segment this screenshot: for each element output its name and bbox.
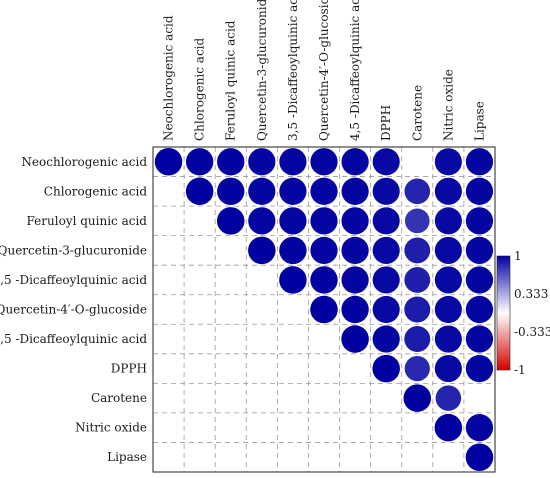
correlation-circle — [372, 148, 400, 176]
column-label: 4,5 -Dicaffeoylquinic acid — [348, 0, 362, 141]
correlation-circle — [310, 266, 338, 294]
row-label: Nitric oxide — [75, 421, 147, 435]
correlation-circle — [372, 177, 400, 205]
correlation-circle — [310, 148, 338, 176]
correlation-circle — [465, 295, 494, 324]
correlation-circle — [434, 148, 462, 176]
correlation-circle — [217, 177, 245, 206]
correlation-circle — [248, 177, 276, 205]
correlation-circle — [465, 236, 494, 265]
correlation-circle — [404, 267, 431, 293]
colorbar: 1 0.333 -0.333 -1 — [496, 249, 550, 377]
colorbar-gradient — [496, 255, 511, 371]
correlation-circle — [434, 177, 462, 205]
colorbar-tick-label: -1 — [514, 363, 526, 377]
colorbar-tick-label: -0.333 — [514, 325, 550, 339]
correlation-circle — [216, 207, 245, 235]
column-label: Quercetin-3-glucuronide — [255, 0, 269, 141]
correlation-circle — [435, 385, 462, 411]
row-labels: Neochlorogenic acid Chlorogenic acid Ferul… — [0, 155, 147, 464]
correlation-circle — [372, 266, 400, 294]
correlation-circle — [248, 148, 276, 176]
correlation-circle — [465, 148, 494, 176]
row-label: Quercetin-3-glucuronide — [0, 243, 147, 257]
plot-border — [152, 146, 496, 473]
correlation-circle — [372, 236, 400, 264]
correlation-circle — [279, 236, 307, 265]
column-label: Feruloyl quinic acid — [224, 20, 238, 141]
column-label: DPPH — [379, 105, 393, 141]
correlation-circle — [279, 148, 307, 176]
correlation-circle — [465, 177, 494, 205]
column-label: Chlorogenic acid — [193, 37, 207, 141]
correlation-circles — [154, 148, 494, 471]
correlation-circle — [434, 295, 462, 324]
correlation-circle — [310, 236, 338, 265]
correlation-circle — [372, 325, 400, 353]
correlation-circle — [434, 325, 462, 353]
row-label: Neochlorogenic acid — [21, 155, 147, 169]
correlation-circle — [341, 266, 369, 294]
row-label: Quercetin-4′-O-glucoside — [0, 303, 147, 317]
colorbar-tick-label: 1 — [514, 249, 522, 263]
correlation-circle — [465, 266, 494, 294]
correlation-circle — [341, 148, 369, 176]
column-label: Carotene — [410, 85, 424, 141]
correlation-circle — [341, 207, 369, 235]
correlation-circle — [279, 266, 307, 294]
row-label: Lipase — [107, 450, 147, 464]
colorbar-ticks: 1 0.333 -0.333 -1 — [514, 249, 550, 377]
correlation-circle — [404, 326, 431, 353]
correlation-circle — [372, 207, 400, 235]
correlation-circle — [248, 236, 276, 265]
row-label: 3,5 -Dicaffeoylquinic acid — [0, 273, 147, 287]
correlation-circle — [310, 177, 338, 205]
correlation-circle — [434, 355, 462, 383]
column-labels: Neochlorogenic acid Chlorogenic acid Ferul… — [162, 0, 487, 141]
correlation-circle — [465, 207, 494, 235]
row-label: Feruloyl quinic acid — [27, 214, 148, 228]
column-label: 3,5 -Dicaffeoylquinic acid — [286, 0, 300, 141]
correlation-circle — [404, 355, 430, 382]
column-label: Quercetin-4′-O-glucoside — [317, 0, 331, 141]
correlation-circle — [185, 148, 214, 176]
correlation-circle — [434, 266, 462, 294]
correlation-circle — [217, 148, 245, 176]
correlation-circle — [465, 414, 494, 442]
correlation-circle — [341, 177, 369, 205]
grid-lines — [153, 147, 495, 472]
correlation-circle — [185, 177, 214, 206]
correlation-circle — [465, 443, 494, 471]
correlation-circle — [372, 354, 400, 383]
correlation-circle — [154, 148, 183, 176]
correlation-circle — [341, 236, 369, 265]
correlation-circle — [404, 178, 431, 205]
correlation-circle — [404, 237, 431, 264]
row-label: Chlorogenic acid — [44, 184, 148, 198]
correlation-circle — [434, 207, 462, 235]
correlation-circle — [434, 413, 463, 442]
correlation-circle — [404, 208, 430, 234]
correlation-circle — [341, 295, 369, 324]
correlation-circle — [310, 207, 338, 235]
correlation-circle — [372, 295, 400, 324]
column-label: Neochlorogenic acid — [162, 15, 176, 141]
row-label: Carotene — [91, 391, 147, 405]
correlation-circle — [341, 325, 369, 353]
correlation-circle — [434, 236, 462, 264]
correlation-circle — [465, 325, 494, 353]
correlation-circle — [248, 207, 276, 235]
column-label: Nitric oxide — [441, 69, 455, 141]
correlation-circle — [310, 295, 338, 324]
correlation-circle — [403, 384, 432, 412]
row-label: 4,5 -Dicaffeoylquinic acid — [0, 332, 147, 346]
correlation-circle — [404, 296, 431, 323]
column-label: Lipase — [472, 101, 486, 141]
correlation-circle — [279, 207, 307, 235]
correlation-circle — [465, 354, 494, 383]
row-label: DPPH — [111, 362, 147, 376]
correlation-circle — [279, 177, 307, 205]
colorbar-tick-label: 0.333 — [514, 287, 548, 301]
